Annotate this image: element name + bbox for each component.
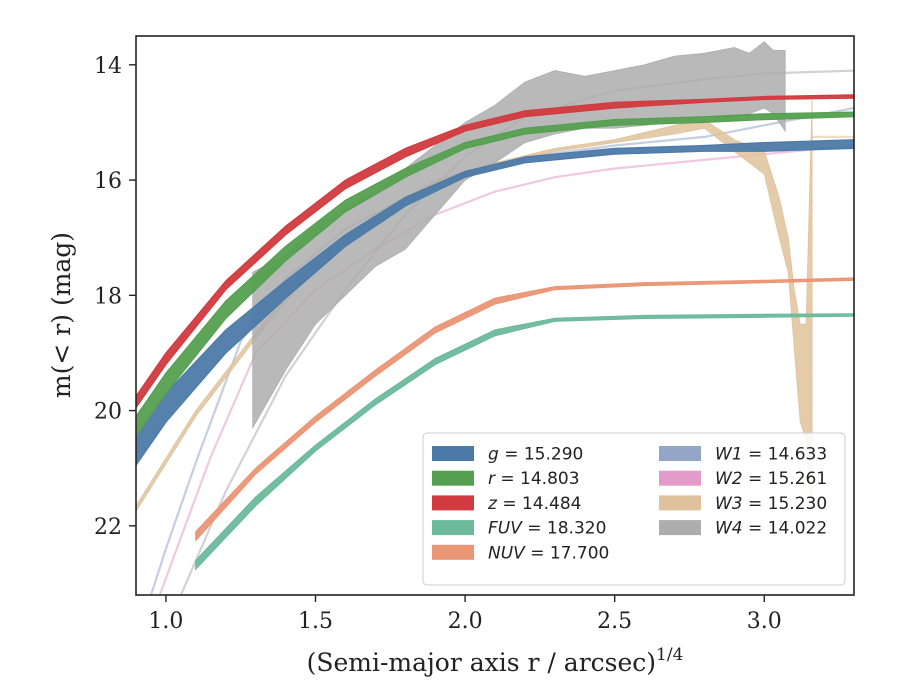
series-r-band [136, 111, 854, 438]
y-tick-label: 18 [94, 284, 122, 309]
legend-item-w4: W4 = 14.022 [659, 519, 827, 539]
y-tick-label: 14 [94, 54, 122, 79]
x-tick-label: 1.5 [298, 609, 333, 634]
legend-item-fuv: FUV = 18.320 [432, 519, 606, 539]
y-tick-label: 22 [94, 515, 122, 540]
legend-item-nuv: NUV = 17.700 [432, 543, 609, 563]
series-nuv-band [195, 277, 854, 542]
legend-label: r = 14.803 [488, 469, 580, 489]
legend-label: z = 14.484 [487, 494, 581, 514]
legend-label: W2 = 15.261 [715, 469, 827, 489]
legend-item-w1: W1 = 14.633 [659, 445, 827, 465]
series-g-band [136, 139, 854, 467]
legend-swatch [659, 446, 701, 461]
legend-swatch [659, 470, 701, 486]
legend-label: W4 = 14.022 [715, 519, 827, 539]
legend-swatch [659, 495, 701, 511]
legend-item-w3: W3 = 15.230 [659, 494, 827, 514]
legend-label: g = 15.290 [488, 445, 583, 465]
legend-label: W3 = 15.230 [715, 494, 827, 514]
legend-swatch [432, 520, 474, 536]
x-tick-label: 1.0 [148, 609, 183, 634]
legend-swatch [432, 495, 474, 511]
legend-swatch [432, 446, 474, 461]
x-tick-label: 3.0 [747, 609, 782, 634]
x-axis: 1.0 1.5 2.0 2.5 3.0 [148, 595, 782, 634]
legend-label: NUV = 17.700 [488, 543, 609, 563]
legend-swatch [659, 520, 701, 536]
legend-label: FUV = 18.320 [488, 519, 606, 539]
y-tick-label: 16 [94, 169, 122, 194]
x-tick-label: 2.5 [597, 609, 632, 634]
legend: g = 15.290 r = 14.803 z = 14.484 FUV = 18.3… [422, 432, 846, 586]
legend-item-z: z = 14.484 [432, 494, 581, 514]
plot-area [136, 41, 854, 595]
legend-box [422, 432, 846, 586]
plot-frame [135, 35, 855, 596]
legend-swatch [432, 544, 474, 560]
x-tick-label: 2.0 [448, 609, 483, 634]
series-z-band [136, 94, 854, 409]
x-axis-label-exponent: 1/4 [656, 645, 683, 665]
y-axis-label: m(< r) (mag) [47, 232, 76, 398]
legend-label: W1 = 14.633 [715, 445, 827, 465]
series-fuv-band [195, 313, 854, 571]
x-axis-label: (Semi-major axis r / arcsec)1/4 [307, 645, 684, 677]
legend-item-g: g = 15.290 [432, 445, 583, 465]
y-axis: 14 16 18 20 22 [94, 54, 136, 540]
legend-swatch [432, 470, 474, 486]
y-tick-label: 20 [94, 400, 122, 425]
legend-item-w2: W2 = 15.261 [659, 469, 827, 489]
legend-item-r: r = 14.803 [432, 469, 580, 489]
